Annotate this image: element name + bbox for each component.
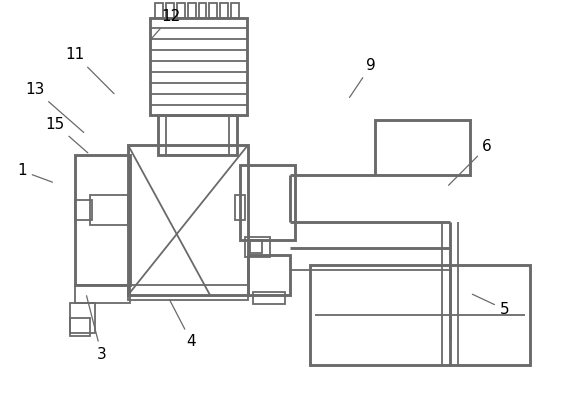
Text: 6: 6 [448, 139, 492, 185]
Bar [220, 3, 228, 18]
Bar [128, 145, 248, 295]
Bar [310, 265, 530, 365]
Bar [375, 120, 470, 175]
Bar [235, 195, 245, 220]
Bar [75, 200, 92, 220]
Bar [75, 285, 130, 303]
Bar [166, 3, 174, 18]
Bar [166, 115, 229, 155]
Bar [187, 3, 195, 18]
Bar [128, 285, 248, 300]
Bar [240, 165, 295, 240]
Bar [70, 318, 90, 336]
Bar [253, 292, 285, 304]
Bar [90, 195, 128, 225]
Bar [75, 155, 130, 285]
Bar [70, 303, 95, 333]
Bar [155, 3, 163, 18]
Bar [250, 240, 262, 253]
Text: 15: 15 [45, 117, 88, 153]
Text: 5: 5 [472, 294, 509, 317]
Bar [177, 3, 184, 18]
Text: 9: 9 [350, 58, 376, 97]
Bar [248, 255, 290, 295]
Text: 13: 13 [25, 82, 84, 132]
Text: 1: 1 [17, 164, 53, 182]
Bar [209, 3, 218, 18]
Bar [150, 18, 247, 115]
Text: 3: 3 [86, 296, 106, 361]
Bar [158, 115, 237, 155]
Bar [198, 3, 206, 18]
Bar [231, 3, 239, 18]
Text: 12: 12 [151, 9, 181, 39]
Bar [245, 237, 270, 257]
Text: 11: 11 [66, 48, 114, 94]
Text: 4: 4 [169, 300, 196, 349]
